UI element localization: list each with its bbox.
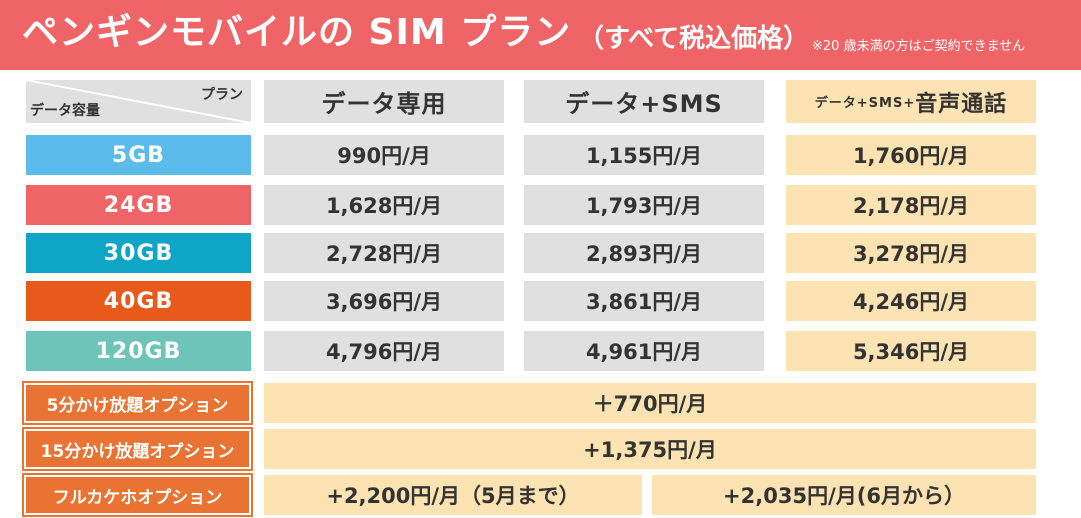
row-label-30gb: 30GB (26, 233, 251, 273)
header-data-only: データ専用 (264, 80, 504, 123)
diagonal-divider (26, 80, 251, 123)
price-5gb-voice: 1,760円/月 (786, 135, 1036, 175)
price-24gb-data: 1,628円/月 (264, 185, 504, 225)
option-value-fullkakeho-from-june: +2,035円/月(6月から） (652, 475, 1036, 515)
banner-subtitle: （すべて税込価格） (578, 24, 810, 54)
row-label-40gb: 40GB (26, 281, 251, 321)
price-120gb-data: 4,796円/月 (264, 331, 504, 371)
price-40gb-sms: 3,861円/月 (524, 281, 764, 321)
price-5gb-data: 990円/月 (264, 135, 504, 175)
corner-plan-label: プラン (201, 87, 243, 103)
title-banner: ペンギンモバイルの SIM プラン （すべて税込価格） ※20 歳未満の方はご契… (0, 0, 1081, 70)
option-value-5min: ＋770円/月 (264, 383, 1036, 423)
price-40gb-voice: 4,246円/月 (786, 281, 1036, 321)
option-label-5min: 5分かけ放題オプション (22, 381, 253, 425)
row-label-24gb: 24GB (26, 185, 251, 225)
option-value-15min: +1,375円/月 (264, 429, 1036, 469)
banner-note: ※20 歳未満の方はご契約できません (812, 39, 1026, 54)
price-30gb-voice: 3,278円/月 (786, 233, 1036, 273)
price-24gb-voice: 2,178円/月 (786, 185, 1036, 225)
price-120gb-sms: 4,961円/月 (524, 331, 764, 371)
header-data-sms: データ+SMS (524, 80, 764, 123)
price-5gb-sms: 1,155円/月 (524, 135, 764, 175)
header-voice-big-label: 音声通話 (915, 91, 1008, 117)
row-label-5gb: 5GB (26, 135, 251, 175)
header-voice: データ+SMS+ 音声通話 (786, 80, 1036, 123)
price-24gb-sms: 1,793円/月 (524, 185, 764, 225)
header-data-only-label: データ専用 (321, 90, 447, 118)
option-label-fullkakeho: フルカケホオプション (22, 473, 253, 517)
price-120gb-voice: 5,346円/月 (786, 331, 1036, 371)
price-40gb-data: 3,696円/月 (264, 281, 504, 321)
row-label-120gb: 120GB (26, 331, 251, 371)
table-corner-cell: プラン データ容量 (26, 80, 251, 123)
banner-title: ペンギンモバイルの SIM プラン (22, 12, 572, 53)
price-30gb-data: 2,728円/月 (264, 233, 504, 273)
header-data-sms-label: データ+SMS (565, 90, 723, 118)
option-label-15min: 15分かけ放題オプション (22, 427, 253, 471)
price-30gb-sms: 2,893円/月 (524, 233, 764, 273)
header-voice-small-label: データ+SMS+ (814, 96, 916, 111)
corner-capacity-label: データ容量 (30, 103, 100, 119)
option-value-fullkakeho-until-may: +2,200円/月（5月まで） (264, 475, 642, 515)
